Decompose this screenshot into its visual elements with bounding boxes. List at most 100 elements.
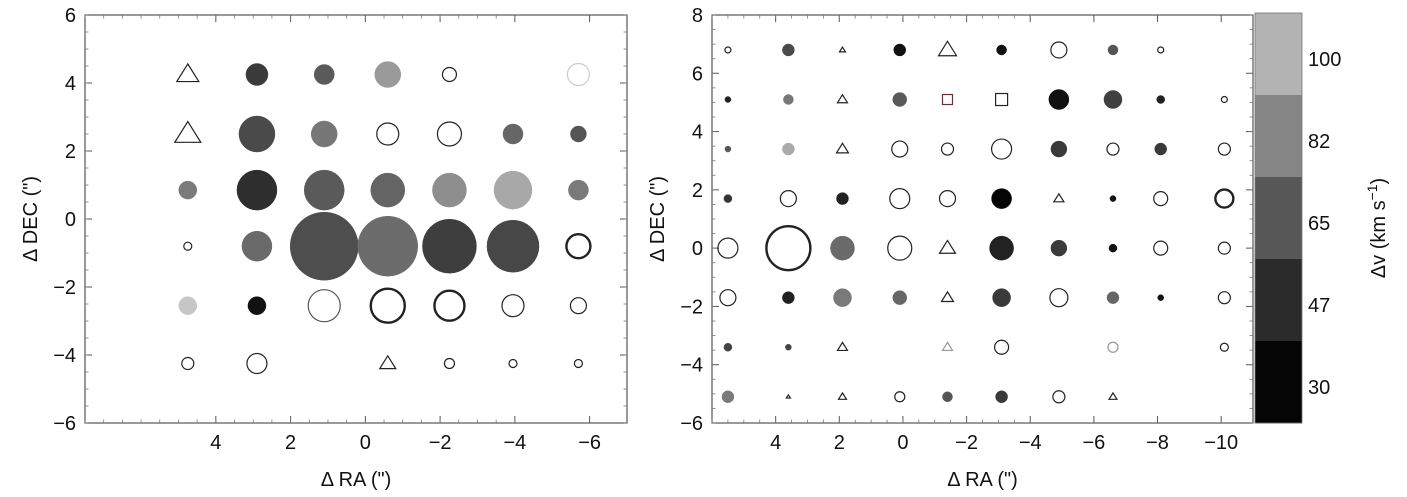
x-tick-label: 2 — [285, 432, 296, 454]
triangle-marker — [378, 354, 397, 370]
circle-marker — [357, 215, 419, 277]
circle-marker — [568, 179, 589, 201]
circle-marker — [1153, 240, 1169, 256]
circle-marker — [181, 356, 195, 371]
y-tick-label: −6 — [53, 413, 76, 435]
circle-marker — [991, 188, 1012, 209]
triangle-marker — [837, 391, 848, 400]
y-axis-title: Δ DEC (") — [647, 176, 669, 262]
circle-marker — [782, 43, 795, 57]
triangle-marker — [785, 393, 792, 399]
circle-marker — [938, 190, 957, 208]
circle-marker — [723, 194, 733, 203]
y-tick-label: 0 — [65, 209, 76, 231]
circle-marker — [1217, 241, 1231, 255]
plot-frame — [84, 14, 628, 424]
circle-marker — [1219, 342, 1229, 352]
circle-marker — [1217, 142, 1231, 156]
circle-marker — [889, 188, 911, 210]
circle-marker — [1154, 142, 1167, 156]
y-tick-label: −4 — [53, 345, 76, 367]
circle-marker — [441, 66, 458, 83]
circle-marker — [891, 140, 909, 158]
circle-marker — [942, 391, 953, 403]
circle-marker — [313, 64, 335, 85]
y-tick-label: 0 — [692, 238, 703, 260]
circle-marker — [1106, 291, 1120, 304]
circle-marker — [723, 342, 733, 352]
y-tick-label: 4 — [65, 73, 76, 95]
circle-marker — [940, 142, 955, 156]
circle-marker — [1050, 239, 1068, 257]
circle-marker — [565, 232, 592, 260]
circle-marker — [1109, 195, 1117, 202]
circle-marker — [573, 358, 584, 369]
colorbar-band — [1255, 341, 1302, 424]
circle-marker — [893, 43, 907, 57]
circle-marker — [508, 358, 518, 369]
circle-marker — [892, 92, 908, 107]
x-tick-label: −2 — [955, 432, 978, 454]
x-tick-label: 4 — [210, 432, 221, 454]
circle-marker — [782, 142, 795, 156]
triangle-marker — [941, 341, 954, 352]
x-tick-label: −6 — [578, 432, 601, 454]
left-panel: 4 2 0 −2 −4 −6 −6 −4 −2 0 2 4 6 Δ RA (") Δ DEC (") — [20, 5, 628, 491]
colorbar-band — [1255, 95, 1302, 178]
circle-marker — [1049, 288, 1069, 308]
y-tick-label: −6 — [680, 413, 703, 435]
circle-marker — [1214, 188, 1235, 209]
circle-marker — [246, 352, 268, 375]
circle-marker — [782, 291, 795, 304]
y-tick-label: −2 — [680, 296, 703, 318]
x-tick-label: −10 — [1204, 432, 1238, 454]
circle-marker — [1048, 89, 1070, 110]
circle-marker — [432, 172, 467, 208]
circle-marker — [990, 138, 1013, 160]
square-marker — [941, 93, 954, 106]
circle-marker — [1103, 90, 1123, 109]
circle-marker — [236, 169, 278, 211]
circle-marker — [1220, 95, 1228, 104]
colorbar-tick-label: 100 — [1308, 49, 1341, 71]
circle-marker — [724, 145, 732, 153]
circle-marker — [501, 294, 525, 318]
right-panel: 4 2 0 −2 −4 −6 −8 −10 −6 −4 −2 0 2 4 6 8 Δ RA (") Δ DEC (… — [647, 5, 1254, 491]
circle-marker — [721, 390, 735, 404]
colorbar-tick-label: 47 — [1308, 295, 1330, 317]
x-tick-label: −8 — [1146, 432, 1169, 454]
circle-marker — [436, 121, 463, 147]
triangle-marker — [835, 142, 850, 154]
circle-marker — [1157, 46, 1165, 54]
circle-marker — [1157, 294, 1164, 301]
colorbar-title: Δv (km s−1) — [1364, 178, 1390, 278]
triangle-marker — [173, 120, 202, 143]
circle-marker — [178, 180, 198, 200]
triangle-marker — [838, 45, 847, 53]
circle-marker — [1106, 142, 1120, 156]
circle-marker — [493, 170, 533, 210]
circle-marker — [1050, 41, 1068, 59]
circle-marker — [370, 172, 406, 208]
circle-marker — [1108, 243, 1118, 253]
triangle-marker — [1052, 192, 1065, 203]
y-tick-label: −4 — [680, 355, 703, 377]
x-tick-label: −4 — [503, 432, 526, 454]
colorbar-tick-label: 82 — [1308, 131, 1330, 153]
circle-marker — [892, 290, 908, 305]
circle-marker — [422, 218, 477, 274]
circle-marker — [374, 61, 402, 88]
circle-marker — [310, 120, 338, 148]
colorbar-tick-label: 30 — [1308, 377, 1330, 399]
colorbar-title-end: ) — [1368, 178, 1390, 185]
circle-marker — [719, 289, 737, 307]
circle-marker — [303, 169, 345, 211]
triangle-marker — [940, 290, 955, 303]
circle-marker — [996, 44, 1007, 56]
triangle-marker — [836, 341, 849, 352]
circle-marker — [433, 289, 466, 322]
colorbar-title-sup: −1 — [1364, 184, 1380, 200]
circle-marker — [765, 224, 812, 272]
x-tick-label: 0 — [360, 432, 371, 454]
circle-marker — [989, 235, 1014, 261]
